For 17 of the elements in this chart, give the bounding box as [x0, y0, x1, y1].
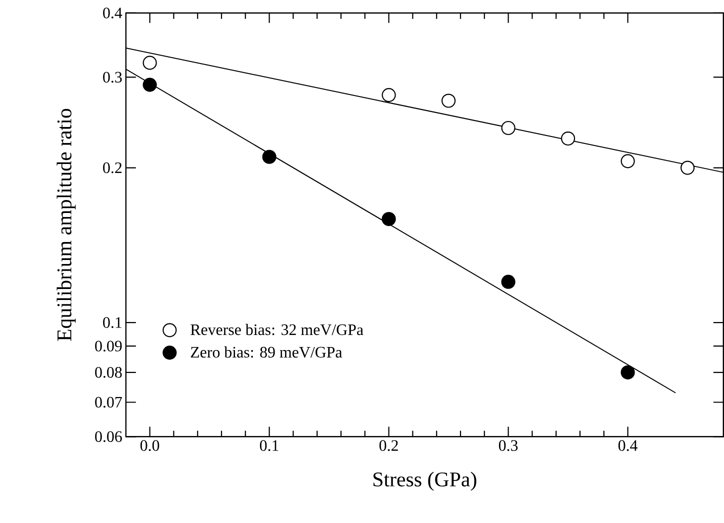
y-tick-label: 0.06 — [95, 431, 122, 442]
y-tick-label: 0.3 — [103, 72, 122, 83]
legend-label: Reverse bias: 32 meV/GPa — [190, 324, 364, 336]
x-tick-label: 0.2 — [379, 440, 398, 452]
y-tick-label: 0.07 — [95, 397, 122, 408]
x-tick-label: 0.3 — [498, 440, 518, 452]
y-tick-label: 0.4 — [103, 8, 122, 19]
x-tick-label: 0.0 — [140, 440, 160, 452]
y-tick-label: 0.08 — [95, 367, 122, 378]
y-tick-label: 0.09 — [95, 340, 122, 352]
legend-label: Zero bias: 89 meV/GPa — [190, 346, 342, 358]
x-tick-label: 0.4 — [618, 440, 638, 452]
y-tick-label: 0.1 — [103, 317, 122, 328]
x-tick-label: 0.1 — [260, 440, 278, 452]
y-axis-title: Equilibrium amplitude ratio — [56, 109, 76, 342]
y-tick-label: 0.2 — [103, 162, 122, 174]
x-axis-title: Stress (GPa) — [374, 472, 476, 491]
